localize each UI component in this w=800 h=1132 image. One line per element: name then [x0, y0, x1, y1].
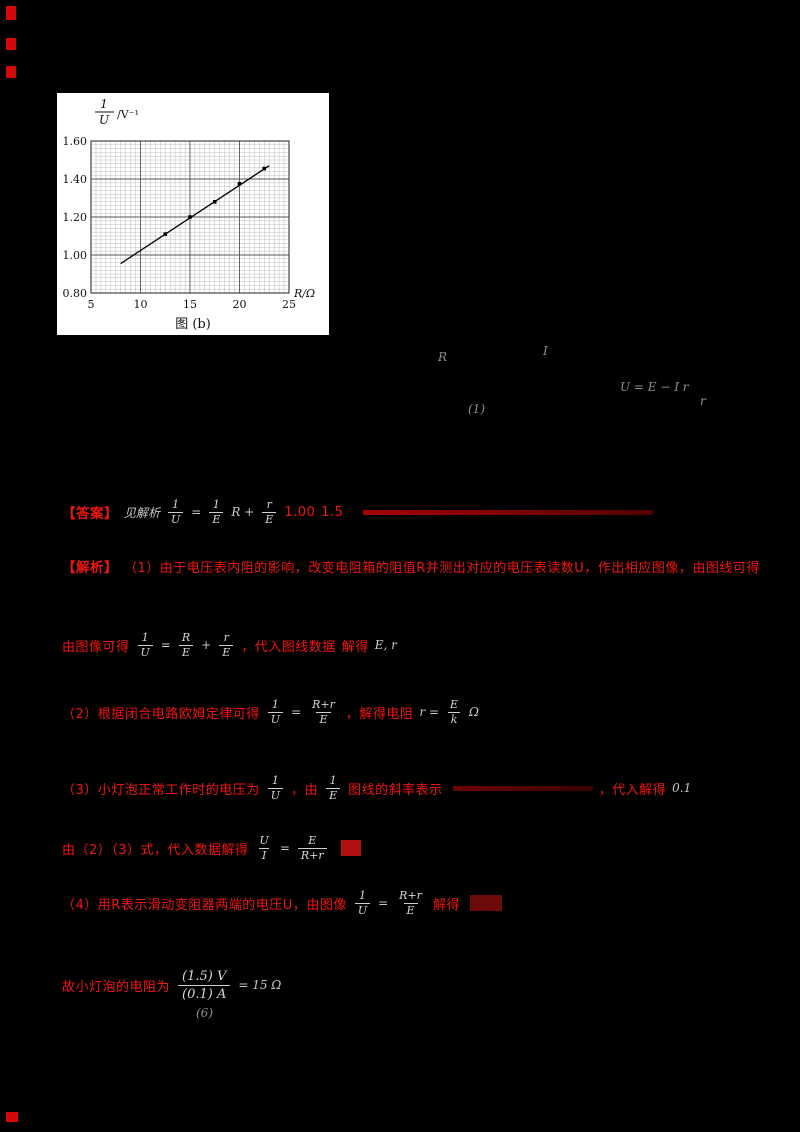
text-segment: ，代入解得: [598, 782, 667, 798]
svg-text:1.40: 1.40: [63, 173, 88, 186]
svg-text:1: 1: [100, 97, 108, 111]
solution-line: （3）小灯泡正常工作时的电压为 1 U ，由 1 E 图线的斜率表示 ，代入解得 0.1: [62, 771, 691, 805]
formula-fragment: (1): [468, 402, 485, 416]
solution-line: 【答案】 见解析 1 U = 1 E R + r E 1.00 1.5: [62, 495, 654, 529]
formula-fraction: R+r E: [399, 889, 422, 917]
formula-fraction: E R+r: [297, 835, 327, 861]
formula-fraction: (1.5) V (0.1) A: [178, 970, 231, 1001]
text-segment: =: [378, 896, 389, 910]
text-segment: （4）用R表示滑动变阻器两端的电压U，由图像: [62, 897, 347, 913]
svg-text:25: 25: [282, 298, 296, 311]
redaction-box: [469, 895, 502, 911]
margin-mark: [6, 38, 16, 50]
text-segment: （3）小灯泡正常工作时的电压为: [62, 782, 260, 798]
text-segment: 图线的斜率表示: [348, 782, 443, 798]
text-segment: E, r: [374, 638, 397, 652]
text-segment: 故小灯泡的电阻为: [62, 979, 171, 995]
svg-text:15: 15: [183, 298, 197, 311]
text-segment: +: [201, 638, 212, 652]
text-segment: （1）由于电压表内阻的影响，改变电阻箱的阻值R并测出对应的电压表读数U，作出相应…: [124, 560, 760, 576]
solution-line: 故小灯泡的电阻为 (1.5) V (0.1) A = 15 Ω: [62, 968, 281, 1002]
text-segment: 见解析: [124, 505, 161, 520]
svg-text:1.60: 1.60: [63, 135, 88, 148]
svg-text:R/Ω: R/Ω: [293, 287, 315, 300]
text-segment: （2）根据闭合电路欧姆定律可得: [62, 706, 260, 722]
svg-text:1.20: 1.20: [63, 211, 88, 224]
formula-fragment: (6): [196, 1006, 213, 1020]
text-segment: Ω: [469, 705, 479, 719]
solution-line: 由图像可得 1 U = R E + r E ，代入图线数据 解得 E, r: [62, 628, 397, 662]
text-segment: =: [191, 505, 202, 519]
text-segment: 解得: [341, 639, 369, 655]
text-segment: 由（2）（3）式，代入数据解得: [62, 842, 249, 858]
formula-fragment: R: [438, 350, 448, 364]
text-segment: ，解得电阻: [345, 706, 414, 722]
formula-fragment: I: [543, 344, 548, 358]
text-segment: =: [160, 638, 171, 652]
formula-fragment: U = E − I r: [620, 380, 689, 394]
text-segment: r =: [419, 705, 440, 719]
svg-text:1.00: 1.00: [63, 249, 88, 262]
formula-fraction: R+r E: [312, 698, 335, 726]
margin-mark: [6, 1112, 18, 1122]
svg-text:U: U: [99, 113, 110, 127]
margin-mark: [6, 6, 16, 20]
margin-mark: [6, 66, 16, 78]
redaction-box: [340, 840, 361, 856]
text-segment: ，由: [291, 782, 319, 798]
svg-text:5: 5: [88, 298, 95, 311]
redaction-rule: [363, 509, 654, 515]
svg-text:20: 20: [233, 298, 247, 311]
text-segment: =: [291, 705, 302, 719]
redaction-rule: [452, 785, 593, 791]
text-segment: 解得: [432, 897, 460, 913]
figure-caption: 图 (b): [175, 317, 211, 332]
text-segment: R +: [231, 505, 255, 519]
svg-text:10: 10: [134, 298, 148, 311]
text-segment: 由图像可得: [62, 639, 130, 655]
text-segment: ，代入图线数据: [241, 639, 336, 655]
text-segment: 1.00: [284, 504, 316, 520]
text-segment: 1.5: [321, 504, 344, 520]
text-segment: 【解析】: [62, 560, 118, 576]
svg-text:0.80: 0.80: [63, 287, 88, 300]
text-segment: 0.1: [672, 781, 692, 795]
text-segment: =: [279, 841, 290, 855]
svg-text:/V⁻¹: /V⁻¹: [117, 108, 139, 121]
solution-line: （4）用R表示滑动变阻器两端的电压U，由图像 1 U = R+r E 解得: [62, 886, 502, 920]
text-segment: = 15 Ω: [238, 978, 282, 992]
text-segment: 【答案】: [62, 506, 118, 522]
solution-line: 【解析】 （1）由于电压表内阻的影响，改变电阻箱的阻值R并测出对应的电压表读数U，…: [62, 549, 760, 583]
solution-line: 由（2）（3）式，代入数据解得 U I = E R+r: [62, 831, 361, 865]
formula-fragment: r: [700, 394, 706, 408]
chart-panel: 0.80 1.00 1.20 1.40 1.60 5 10 15 20 25 R/Ω 1 U/V⁻¹ 图…: [57, 93, 329, 335]
chart-svg: 0.80 1.00 1.20 1.40 1.60 5 10 15 20 25R/Ω 1 U/V⁻¹: [63, 97, 316, 311]
